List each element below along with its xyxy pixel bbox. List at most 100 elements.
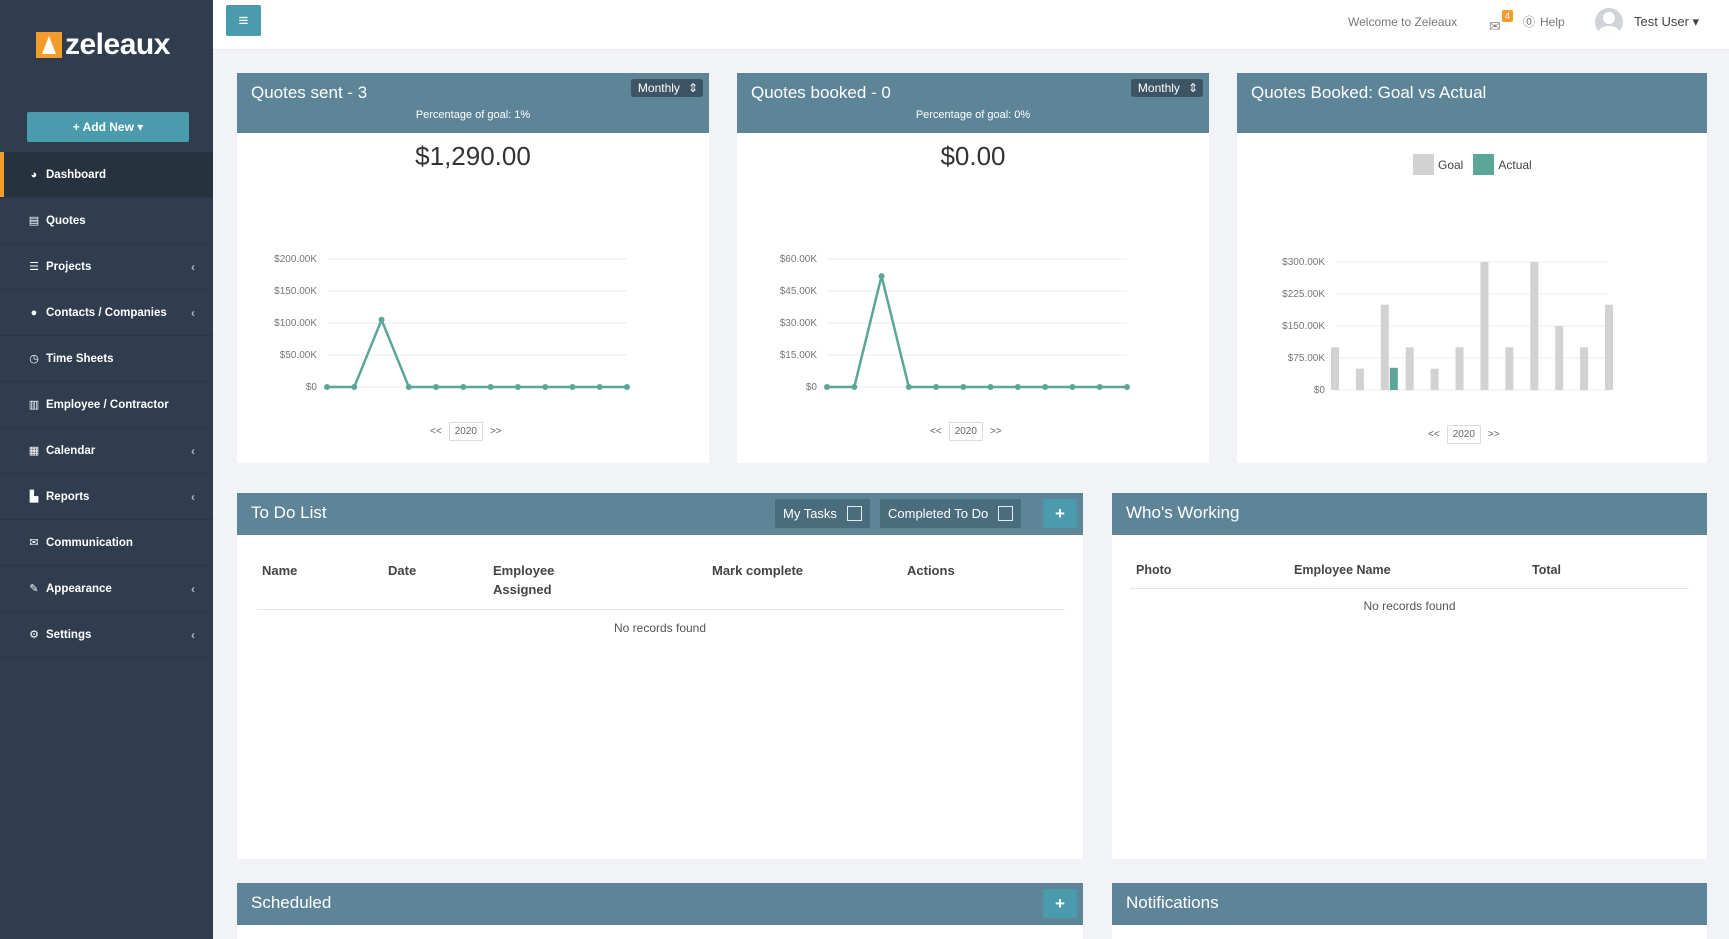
prev-year-button[interactable]: << (1428, 429, 1440, 440)
logo[interactable]: zeleaux (36, 28, 170, 62)
quotes-icon: ▤ (28, 215, 40, 227)
col-employee-assigned: Employee Assigned (493, 563, 555, 597)
whos-working-header: Who's Working (1112, 493, 1707, 535)
goal-bar (1505, 347, 1514, 390)
next-year-button[interactable]: >> (489, 426, 502, 437)
next-year-button[interactable]: >> (989, 426, 1002, 437)
brush-icon: ✎ (29, 583, 39, 595)
sidebar-item-quotes[interactable]: ▤ Quotes (0, 198, 213, 244)
sidebar-item-calendar[interactable]: ▦ Calendar ‹ (0, 428, 213, 474)
todo-panel: To Do List My Tasks Completed To Do + Na… (237, 493, 1083, 859)
user-menu[interactable]: Test User ▾ (1634, 14, 1700, 29)
data-point (514, 384, 521, 390)
year-field[interactable]: 2020 (1446, 425, 1481, 444)
my-tasks-checkbox[interactable] (846, 506, 862, 521)
todo-title: To Do List (251, 503, 327, 522)
sidebar-item-label: Quotes (46, 214, 86, 227)
sidebar-item-reports[interactable]: ▙ Reports ‹ (0, 474, 213, 520)
goal-bar (1430, 368, 1439, 390)
sidebar-item-time-sheets[interactable]: ◷ Time Sheets (0, 336, 213, 382)
sidebar-item-label: Appearance (46, 582, 112, 595)
sidebar-item-dashboard[interactable]: ◕ Dashboard (0, 152, 213, 198)
goal-vs-actual-title: Quotes Booked: Goal vs Actual (1251, 83, 1487, 102)
year-field[interactable]: 2020 (948, 422, 983, 441)
quotes-sent-period-select[interactable]: Monthly ⇕ (630, 79, 703, 97)
gear-icon: ⚙ (29, 629, 39, 641)
goal-swatch (1413, 154, 1434, 175)
col-total: Total (1532, 563, 1561, 577)
goal-bar (1455, 347, 1464, 390)
sidebar-item-label: Contacts / Companies (46, 306, 167, 319)
sidebar: zeleaux + Add New ▾ ◕ Dashboard ▤ Quotes ☰ Pr… (0, 0, 213, 939)
sidebar-item-appearance[interactable]: ✎ Appearance ‹ (0, 566, 213, 612)
chart-legend: Goal Actual (1413, 154, 1532, 175)
sidebar-item-contacts-companies[interactable]: ● Contacts / Companies ‹ (0, 290, 213, 336)
data-point (1042, 384, 1049, 390)
chevron-left-icon: ‹ (191, 443, 195, 458)
menu-toggle-button[interactable]: ≡ (226, 5, 261, 36)
completed-filter[interactable]: Completed To Do (880, 499, 1022, 528)
completed-label: Completed To Do (888, 506, 989, 521)
sidebar-item-communication[interactable]: ✉ Communication (0, 520, 213, 566)
y-tick-label: $15.00K (780, 350, 818, 361)
goal-vs-actual-pager: << 2020 >> (1427, 425, 1501, 444)
updown-icon: ⇕ (687, 81, 698, 95)
goal-vs-actual-chart: $0$75.00K$150.00K$225.00K$300.00KJanFebM… (1282, 257, 1613, 395)
data-point (487, 384, 494, 390)
mail-badge: 4 (1502, 10, 1514, 22)
sidebar-item-employee-contractor[interactable]: ▥ Employee / Contractor (0, 382, 213, 428)
data-point (351, 384, 358, 390)
help-label: Help (1540, 14, 1565, 29)
y-tick-label: $45.00K (780, 286, 818, 297)
y-tick-label: $50.00K (280, 350, 318, 361)
question-icon: ⓪ (1523, 15, 1536, 29)
help-link[interactable]: ⓪ Help (1523, 13, 1565, 30)
updown-icon: ⇕ (1187, 81, 1198, 95)
data-point (933, 384, 940, 390)
add-new-button[interactable]: + Add New ▾ (27, 112, 189, 142)
y-tick-label: $0 (1314, 385, 1326, 395)
clock-icon: ◷ (29, 353, 39, 365)
data-point (460, 384, 467, 390)
goal-bar (1580, 347, 1589, 390)
quotes-booked-period-select[interactable]: Monthly ⇕ (1130, 79, 1203, 97)
quotes-booked-title: Quotes booked - 0 (751, 83, 891, 102)
quotes-booked-pager: << 2020 >> (929, 422, 1003, 441)
y-tick-label: $75.00K (1288, 353, 1326, 364)
data-point (324, 384, 330, 390)
data-point (824, 384, 830, 390)
envelope-icon: ✉ (29, 537, 39, 549)
my-tasks-filter[interactable]: My Tasks (775, 499, 870, 528)
hamburger-icon: ≡ (238, 10, 249, 30)
data-point (905, 384, 912, 390)
add-scheduled-button[interactable]: + (1043, 889, 1077, 918)
sidebar-item-settings[interactable]: ⚙ Settings ‹ (0, 612, 213, 658)
data-point (542, 384, 549, 390)
data-point (878, 273, 885, 280)
whos-working-panel: Who's Working Photo Employee Name Total … (1112, 493, 1707, 859)
sidebar-item-projects[interactable]: ☰ Projects ‹ (0, 244, 213, 290)
completed-checkbox[interactable] (998, 506, 1014, 521)
data-point (1096, 384, 1103, 390)
mail-button[interactable]: ✉ 4 (1487, 10, 1517, 34)
year-field[interactable]: 2020 (448, 422, 483, 441)
quotes-sent-chart: $0$50.00K$100.00K$150.00K$200.00KJanFebM… (274, 254, 630, 393)
col-photo: Photo (1136, 563, 1172, 577)
data-point (433, 384, 440, 390)
data-point (405, 384, 412, 390)
data-point (569, 384, 576, 390)
goal-bar (1605, 304, 1613, 390)
avatar[interactable] (1595, 8, 1623, 36)
prev-year-button[interactable]: << (430, 426, 442, 437)
prev-year-button[interactable]: << (930, 426, 942, 437)
col-date: Date (388, 563, 417, 578)
whos-working-title: Who's Working (1126, 503, 1240, 522)
y-tick-label: $60.00K (780, 254, 818, 265)
next-year-button[interactable]: >> (1487, 429, 1500, 440)
add-todo-button[interactable]: + (1043, 499, 1077, 528)
period-label: Monthly (637, 81, 680, 95)
todo-header: To Do List My Tasks Completed To Do + (237, 493, 1083, 535)
chevron-left-icon: ‹ (191, 489, 195, 504)
sidebar-item-label: Employee / Contractor (46, 398, 169, 411)
bar-chart-icon: ▙ (29, 491, 39, 503)
